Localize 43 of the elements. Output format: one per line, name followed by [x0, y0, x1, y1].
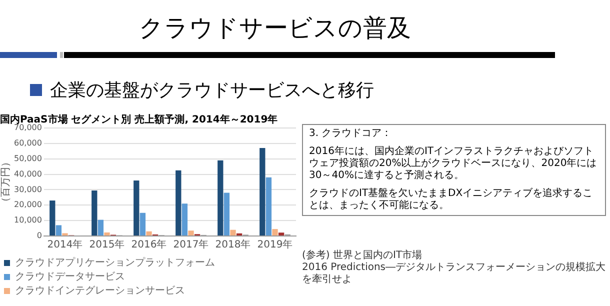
- bar: [278, 232, 284, 236]
- bar: [146, 231, 152, 236]
- y-tick-label: 10,000: [14, 216, 42, 225]
- bar: [266, 177, 272, 236]
- x-tick-label: 2019年: [257, 238, 293, 251]
- legend-label: クラウドインテグレーションサービス: [15, 286, 185, 297]
- bar: [218, 160, 224, 236]
- bar: [176, 170, 182, 236]
- bar: [134, 180, 140, 236]
- text: クラウドのIT基盤を欠いたままDXイニシアティブを追求することは、まったく不可能になる。: [309, 188, 594, 212]
- y-tick-label: 60,000: [14, 138, 42, 148]
- bar: [92, 190, 98, 236]
- x-tick-label: 2017年: [173, 238, 209, 251]
- bar: [188, 230, 194, 236]
- y-tick-label: 0: [36, 231, 42, 240]
- text: 3. クラウドコア：: [309, 128, 393, 140]
- text: 2016 Predictions―デジタルトランスフォーメーションの規模拡大を牽引せよ: [302, 262, 606, 286]
- bar: [140, 212, 146, 236]
- bar: [98, 220, 104, 236]
- bar: [104, 232, 110, 236]
- y-tick-label: 40,000: [14, 169, 42, 178]
- y-tick-label: 70,000: [14, 123, 42, 132]
- bar: [224, 192, 230, 236]
- x-tick-label: 2016年: [131, 238, 167, 251]
- y-tick-label: 50,000: [14, 154, 42, 163]
- bar: [272, 229, 278, 236]
- bar: [182, 204, 188, 236]
- y-axis-title: （百万円）: [0, 157, 12, 207]
- chart-subtitle: 企業の基盤がクラウドサービスへと移行: [50, 79, 374, 102]
- bar: [50, 200, 56, 236]
- x-tick-label: 2018年: [215, 238, 251, 251]
- legend-label: クラウドデータサービス: [15, 272, 125, 283]
- bar: [56, 225, 62, 236]
- chart-title: クラウドサービスの普及: [138, 13, 412, 44]
- y-tick-label: 30,000: [14, 184, 42, 194]
- text: (参考) 世界と国内のIT市場: [302, 250, 424, 262]
- y-tick-label: 20,000: [14, 200, 42, 210]
- bar: [260, 148, 266, 236]
- x-tick-label: 2014年: [47, 238, 83, 251]
- legend-label: クラウドアプリケーションプラットフォーム: [15, 256, 215, 269]
- bar: [230, 230, 236, 236]
- text: 2016年には、国内企業のITインフラストラクチャおよびソフトウェア投資額の20%以上がクラウドベースになり、2020年には30～40%に達すると予測される。: [309, 146, 598, 182]
- x-tick-label: 2015年: [89, 238, 125, 251]
